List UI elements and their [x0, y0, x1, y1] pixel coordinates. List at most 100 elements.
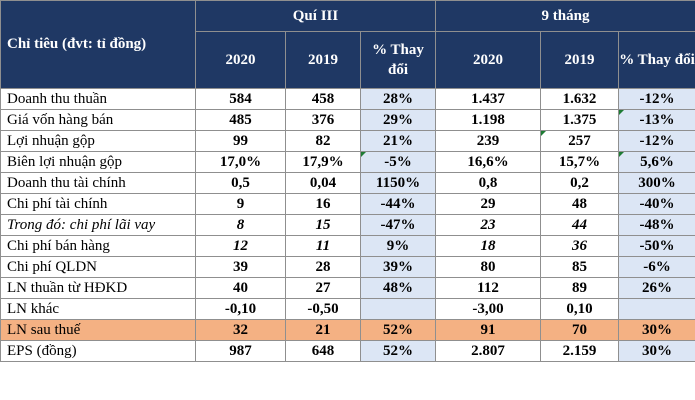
9m-change-value: -12%: [618, 130, 695, 152]
col-header-change-9m: % Thay đổi: [618, 31, 695, 89]
q3-2019-value: 27: [285, 277, 361, 299]
9m-2020-value: 112: [435, 277, 541, 299]
q3-change-value: 21%: [360, 130, 436, 152]
q3-2020-value: 584: [195, 88, 286, 110]
q3-2020-value: 40: [195, 277, 286, 299]
row-label: Chi phí bán hàng: [0, 235, 196, 257]
9m-change-value: -13%: [618, 109, 695, 131]
q3-2019-value: 28: [285, 256, 361, 278]
q3-2019-value: 376: [285, 109, 361, 131]
9m-2019-value: 85: [540, 256, 619, 278]
table-row: EPS (đồng) 987 648 52% 2.807 2.159 30%: [0, 340, 695, 362]
col-header-2020-9m: 2020: [435, 31, 541, 89]
table-row: Chi phí QLDN 39 28 39% 80 85 -6%: [0, 256, 695, 278]
9m-2019-value: 257: [540, 130, 619, 152]
q3-2019-value: 458: [285, 88, 361, 110]
row-label: Biên lợi nhuận gộp: [0, 151, 196, 173]
9m-2020-value: 239: [435, 130, 541, 152]
q3-2019-value: 82: [285, 130, 361, 152]
table-row: Giá vốn hàng bán 485 376 29% 1.198 1.375 -13%: [0, 109, 695, 131]
q3-2019-value: 17,9%: [285, 151, 361, 173]
q3-change-value: 39%: [360, 256, 436, 278]
header-row-group: Chỉ tiêu (đvt: tỉ đồng) Quí III 9 tháng: [0, 0, 695, 89]
9m-change-value: -6%: [618, 256, 695, 278]
9m-2020-value: 18: [435, 235, 541, 257]
q3-change-value: -44%: [360, 193, 436, 215]
q3-2020-value: 12: [195, 235, 286, 257]
9m-change-value: 30%: [618, 319, 695, 341]
col-header-2019-q3: 2019: [285, 31, 361, 89]
9m-2020-value: 0,8: [435, 172, 541, 194]
row-label: EPS (đồng): [0, 340, 196, 362]
table-row: LN khác -0,10 -0,50 -3,00 0,10: [0, 298, 695, 320]
9m-2019-value: 0,10: [540, 298, 619, 320]
9m-change-value: 30%: [618, 340, 695, 362]
row-label: Lợi nhuận gộp: [0, 130, 196, 152]
row-label: Doanh thu thuần: [0, 88, 196, 110]
q3-2019-value: 21: [285, 319, 361, 341]
q3-2020-value: -0,10: [195, 298, 286, 320]
table-row: Biên lợi nhuận gộp 17,0% 17,9% -5% 16,6% 15,7…: [0, 151, 695, 173]
row-label: LN sau thuế: [0, 319, 196, 341]
row-label: Trong đó: chi phí lãi vay: [0, 214, 196, 236]
table-row: Chi phí tài chính 9 16 -44% 29 48 -40%: [0, 193, 695, 215]
9m-2019-value: 36: [540, 235, 619, 257]
table-row: Doanh thu thuần 584 458 28% 1.437 1.632 -12%: [0, 88, 695, 110]
col-header-2019-9m: 2019: [540, 31, 619, 89]
row-label: Giá vốn hàng bán: [0, 109, 196, 131]
group-header-q3: Quí III: [195, 0, 436, 32]
header-row-columns: 2020 2019% Thay đổi 2020 2019% Thay đổi: [1, 31, 695, 89]
row-label: Chi phí QLDN: [0, 256, 196, 278]
9m-2019-value: 48: [540, 193, 619, 215]
9m-2020-value: 1.437: [435, 88, 541, 110]
9m-2020-value: 16,6%: [435, 151, 541, 173]
9m-2020-value: 2.807: [435, 340, 541, 362]
9m-2019-value: 89: [540, 277, 619, 299]
9m-change-value: -48%: [618, 214, 695, 236]
table-row: Doanh thu tài chính 0,5 0,04 1150% 0,8 0,2 300…: [0, 172, 695, 194]
9m-change-value: 5,6%: [618, 151, 695, 173]
table-row: Trong đó: chi phí lãi vay 8 15 -47% 23 44 -48%: [0, 214, 695, 236]
q3-2019-value: 11: [285, 235, 361, 257]
q3-change-value: 52%: [360, 340, 436, 362]
q3-2020-value: 987: [195, 340, 286, 362]
group-header-9m: 9 tháng: [435, 0, 695, 32]
indicator-header: Chỉ tiêu (đvt: tỉ đồng): [0, 0, 196, 89]
9m-2019-value: 1.375: [540, 109, 619, 131]
q3-2020-value: 8: [195, 214, 286, 236]
row-label: LN khác: [0, 298, 196, 320]
9m-2020-value: 80: [435, 256, 541, 278]
table-row: LN sau thuế 32 21 52% 91 70 30%: [0, 319, 695, 341]
9m-2020-value: 1.198: [435, 109, 541, 131]
9m-2019-value: 2.159: [540, 340, 619, 362]
9m-change-value: -12%: [618, 88, 695, 110]
9m-2020-value: 91: [435, 319, 541, 341]
9m-change-value: 26%: [618, 277, 695, 299]
q3-change-value: [360, 298, 436, 320]
q3-change-value: 52%: [360, 319, 436, 341]
table-row: Lợi nhuận gộp 99 82 21% 239 257 -12%: [0, 130, 695, 152]
q3-2020-value: 17,0%: [195, 151, 286, 173]
9m-2019-value: 44: [540, 214, 619, 236]
q3-2020-value: 485: [195, 109, 286, 131]
q3-2019-value: 0,04: [285, 172, 361, 194]
table-row: Chi phí bán hàng 12 11 9% 18 36 -50%: [0, 235, 695, 257]
q3-2019-value: 16: [285, 193, 361, 215]
row-label: Doanh thu tài chính: [0, 172, 196, 194]
q3-change-value: 48%: [360, 277, 436, 299]
col-header-change-q3: % Thay đổi: [360, 31, 436, 89]
table-row: LN thuần từ HĐKD 40 27 48% 112 89 26%: [0, 277, 695, 299]
9m-2019-value: 70: [540, 319, 619, 341]
q3-2019-value: 15: [285, 214, 361, 236]
q3-2019-value: -0,50: [285, 298, 361, 320]
q3-2019-value: 648: [285, 340, 361, 362]
9m-change-value: -50%: [618, 235, 695, 257]
q3-change-value: 28%: [360, 88, 436, 110]
9m-change-value: -40%: [618, 193, 695, 215]
q3-change-value: -47%: [360, 214, 436, 236]
9m-change-value: 300%: [618, 172, 695, 194]
row-label: Chi phí tài chính: [0, 193, 196, 215]
9m-2020-value: -3,00: [435, 298, 541, 320]
q3-change-value: 29%: [360, 109, 436, 131]
q3-2020-value: 39: [195, 256, 286, 278]
